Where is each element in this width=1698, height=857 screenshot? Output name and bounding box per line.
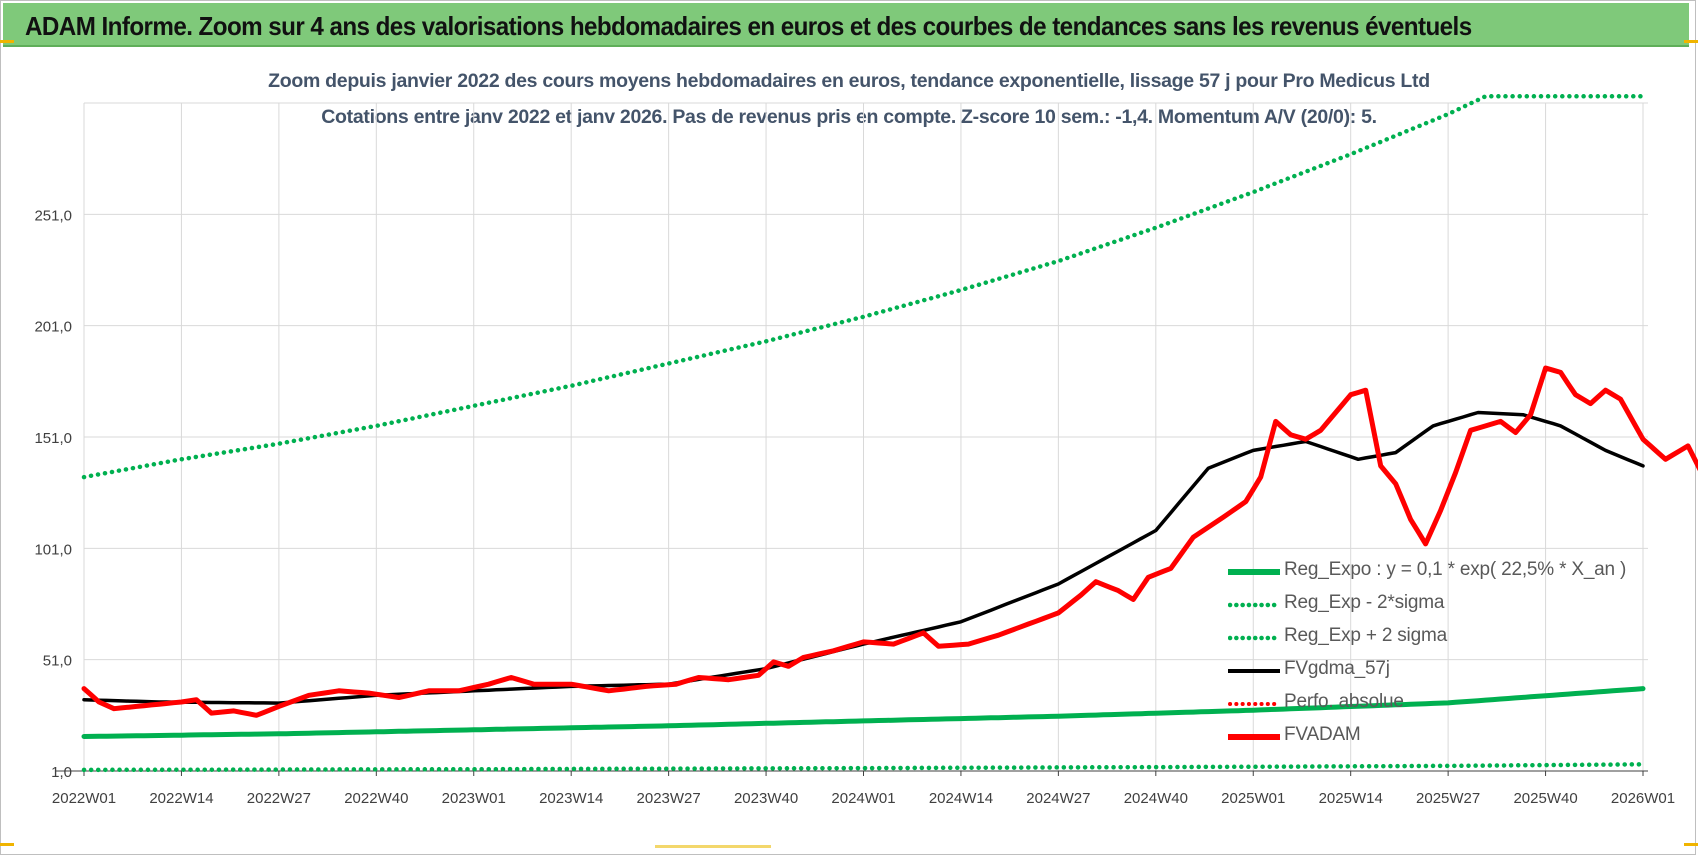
x-tick-label: 2023W40: [734, 790, 798, 807]
series-line-0: [81, 686, 1646, 739]
x-tick-label: 2025W01: [1221, 790, 1285, 807]
legend-label: Perfo. absolue: [1284, 691, 1404, 712]
legend-swatch-dotted-green: [1228, 635, 1280, 641]
legend-swatch-dotted-red: [1228, 702, 1280, 706]
legend-label: Reg_Exp + 2 sigma: [1284, 625, 1447, 646]
y-tick-label: 251,0: [34, 207, 72, 224]
x-tick-label: 2024W40: [1124, 790, 1188, 807]
x-tick-label: 2025W27: [1416, 790, 1480, 807]
legend-item-fvadam: FVADAM: [1228, 721, 1648, 754]
x-tick-label: 2025W40: [1513, 790, 1577, 807]
legend-item-reg-exp-plus: Reg_Exp + 2 sigma: [1228, 622, 1648, 655]
x-tick-label: 2022W14: [149, 790, 213, 807]
x-tick-label: 2023W27: [637, 790, 701, 807]
corner-marker: [0, 843, 14, 846]
x-tick-label: 2023W01: [442, 790, 506, 807]
legend-item-fvgdma: FVgdma_57j: [1228, 655, 1648, 688]
legend-item-reg-exp-minus: Reg_Exp - 2*sigma: [1228, 589, 1648, 622]
legend-label: FVADAM: [1284, 724, 1361, 745]
corner-marker: [1684, 40, 1698, 43]
series-line-5: [81, 365, 1698, 718]
legend-swatch-solid-red: [1228, 734, 1280, 740]
legend-item-reg-expo: Reg_Expo : y = 0,1 * exp( 22,5% * X_an ): [1228, 556, 1648, 589]
series-line-2: [81, 94, 1646, 480]
x-tick-label: 2022W27: [247, 790, 311, 807]
x-tick-label: 2022W01: [52, 790, 116, 807]
corner-marker: [0, 40, 14, 43]
legend-swatch-solid-black: [1228, 669, 1280, 673]
x-tick-label: 2025W14: [1319, 790, 1383, 807]
y-tick-label: 201,0: [34, 319, 72, 336]
y-tick-label: 151,0: [34, 430, 72, 447]
legend-swatch-dotted-green: [1228, 602, 1280, 608]
legend-label: Reg_Exp - 2*sigma: [1284, 592, 1445, 613]
y-tick-label: 101,0: [34, 541, 72, 558]
x-tick-label: 2026W01: [1611, 790, 1675, 807]
sheet-marker: [655, 845, 771, 848]
y-tick-label: 51,0: [43, 653, 72, 670]
chart-legend: Reg_Expo : y = 0,1 * exp( 22,5% * X_an )…: [1228, 556, 1648, 754]
chart-title-line-2: Cotations entre janv 2022 et janv 2026. …: [321, 106, 1377, 128]
x-tick-label: 2022W40: [344, 790, 408, 807]
series-line-1: [81, 762, 1646, 773]
chart-title-line-1: Zoom depuis janvier 2022 des cours moyen…: [268, 70, 1430, 92]
y-tick-label: 1,0: [51, 764, 72, 781]
legend-swatch-solid-green: [1228, 569, 1280, 575]
x-tick-label: 2024W14: [929, 790, 993, 807]
legend-label: FVgdma_57j: [1284, 658, 1390, 679]
x-tick-label: 2024W27: [1026, 790, 1090, 807]
legend-item-perfo-absolue: Perfo. absolue: [1228, 688, 1648, 721]
corner-marker: [1684, 843, 1698, 846]
report-title: ADAM Informe. Zoom sur 4 ans des valoris…: [25, 11, 1472, 41]
report-banner: ADAM Informe. Zoom sur 4 ans des valoris…: [3, 3, 1689, 47]
legend-label: Reg_Expo : y = 0,1 * exp( 22,5% * X_an ): [1284, 559, 1627, 580]
x-tick-label: 2024W01: [831, 790, 895, 807]
x-tick-label: 2023W14: [539, 790, 603, 807]
